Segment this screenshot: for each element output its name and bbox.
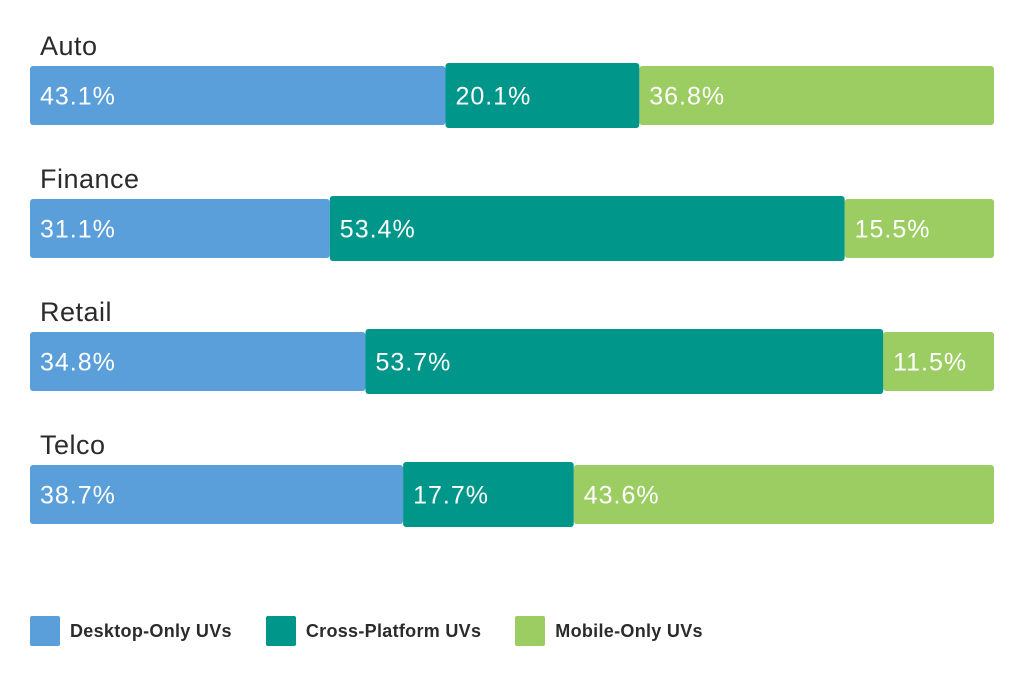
bar-retail-cross <box>365 329 884 394</box>
legend-swatch-mobile <box>515 616 546 646</box>
category-label-telco: Telco <box>40 430 106 460</box>
bar-retail-mobile <box>883 332 994 391</box>
legend-swatch-desktop <box>30 616 60 646</box>
bar-retail-desktop <box>30 332 366 391</box>
bar-finance-desktop <box>30 199 330 258</box>
category-label-finance: Finance <box>40 164 140 194</box>
bar-telco-mobile <box>573 465 994 524</box>
data-label-auto-mobile: 36.8% <box>649 83 725 111</box>
legend-item-mobile: Mobile-Only UVs <box>515 616 703 646</box>
data-label-retail-mobile: 11.5% <box>893 349 967 377</box>
data-label-telco-cross: 17.7% <box>413 482 489 510</box>
bar-telco-cross <box>403 462 574 527</box>
legend-label-desktop: Desktop-Only UVs <box>70 620 232 641</box>
legend-swatch-cross-platform <box>265 616 296 646</box>
data-label-telco-desktop: 38.7% <box>40 482 116 510</box>
data-label-finance-cross: 53.4% <box>340 216 416 244</box>
data-label-retail-cross: 53.7% <box>376 349 452 377</box>
data-label-finance-desktop: 31.1% <box>40 216 116 244</box>
category-label-retail: Retail <box>40 297 112 327</box>
legend-label-cross-platform: Cross-Platform UVs <box>305 620 482 641</box>
data-label-retail-desktop: 34.8% <box>40 349 116 377</box>
legend-label-mobile: Mobile-Only UVs <box>555 620 703 641</box>
data-label-auto-desktop: 43.1% <box>40 83 116 111</box>
bar-auto-desktop <box>30 66 446 125</box>
legend-item-cross-platform: Cross-Platform UVs <box>265 616 482 646</box>
bar-finance-cross <box>329 196 845 261</box>
data-label-telco-mobile: 43.6% <box>584 482 660 510</box>
legend-item-desktop: Desktop-Only UVs <box>30 616 232 646</box>
bar-finance-mobile <box>844 199 994 258</box>
data-label-finance-mobile: 15.5% <box>855 216 931 244</box>
chart-legend: Desktop-Only UVs Cross-Platform UVs Mobi… <box>30 616 737 646</box>
bar-telco-desktop <box>30 465 404 524</box>
category-label-auto: Auto <box>40 31 98 61</box>
data-label-auto-cross: 20.1% <box>456 83 532 111</box>
bar-auto-mobile <box>639 66 994 125</box>
bar-auto-cross <box>445 63 640 128</box>
